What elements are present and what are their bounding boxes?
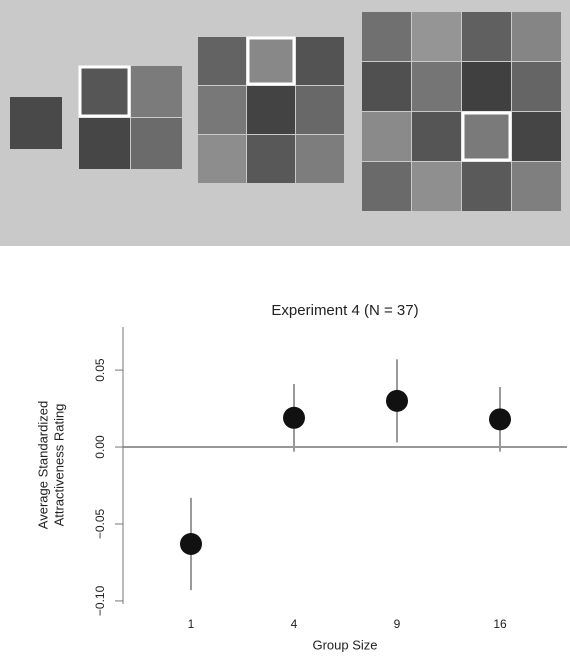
face-photo	[512, 12, 561, 61]
highlight-frame	[78, 65, 131, 118]
highlight-frame	[461, 111, 512, 162]
face-grids	[10, 12, 561, 211]
point	[180, 532, 202, 555]
face-photo	[362, 12, 411, 61]
x-tick-label: 9	[394, 617, 401, 631]
point	[386, 389, 408, 412]
face-photo	[412, 112, 461, 161]
face-photo	[512, 62, 561, 111]
x-tick-label: 16	[493, 617, 507, 631]
y-axis-title-line: Attractiveness Rating	[51, 404, 66, 527]
x-tick-label: 4	[291, 617, 298, 631]
x-tick-label: 1	[188, 617, 195, 631]
face-photo	[296, 86, 344, 134]
face-photo	[198, 37, 246, 85]
y-axis-title: Average Standardized Attractiveness Rati…	[35, 401, 66, 529]
face-photo	[462, 62, 511, 111]
face-photo	[79, 66, 130, 117]
point	[283, 406, 305, 429]
face-photo	[247, 37, 295, 85]
y-tick-label: 0.00	[93, 435, 107, 459]
face-photo	[362, 112, 411, 161]
x-axis-title: Group Size	[312, 637, 377, 652]
face-photo	[462, 112, 511, 161]
face-photo	[131, 66, 182, 117]
y-axis-title-line: Average Standardized	[35, 401, 50, 529]
face-photo	[10, 97, 62, 149]
face-photo	[79, 118, 130, 169]
face-photo	[247, 86, 295, 134]
face-photo	[362, 162, 411, 211]
y-tick-label: 0.05	[93, 358, 107, 382]
face-photo	[512, 162, 561, 211]
face-photo	[462, 162, 511, 211]
y-tick-label: −0.05	[93, 508, 107, 539]
face-photo	[131, 118, 182, 169]
face-photo	[198, 135, 246, 183]
face-photo	[362, 62, 411, 111]
face-photo	[198, 86, 246, 134]
face-photo	[296, 37, 344, 85]
y-tick-label: −0.10	[93, 585, 107, 616]
face-photo	[412, 62, 461, 111]
face-photo	[412, 162, 461, 211]
face-photo	[296, 135, 344, 183]
chart-title: Experiment 4 (N = 37)	[271, 302, 418, 319]
highlight-frame	[246, 36, 296, 86]
face-photo	[462, 12, 511, 61]
face-photo	[512, 112, 561, 161]
face-photo	[412, 12, 461, 61]
point	[489, 408, 511, 431]
face-photo	[247, 135, 295, 183]
